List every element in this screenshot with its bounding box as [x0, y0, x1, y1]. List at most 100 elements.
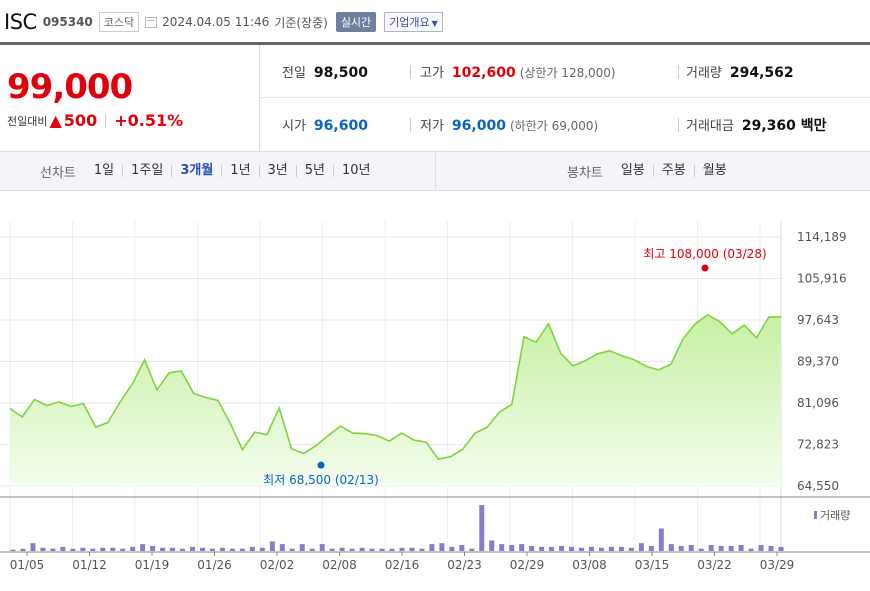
x-tick-label: 02/16 — [385, 558, 420, 572]
volume-bar — [329, 548, 335, 551]
volume-bar — [658, 528, 664, 551]
volume-bar — [100, 547, 106, 551]
tab-daily-candle[interactable]: 일봉 — [620, 163, 645, 178]
market-badge: 코스닥 — [98, 12, 140, 32]
volume-legend-label: 거래량 — [820, 509, 850, 522]
volume-bar — [429, 544, 435, 551]
y-tick-label: 97,643 — [797, 313, 839, 327]
realtime-button[interactable]: 실시간 — [335, 12, 377, 32]
volume-bar — [539, 546, 545, 551]
volume-bar — [289, 548, 295, 551]
tab-5y[interactable]: 5년 — [295, 164, 333, 177]
day-high: 고가 102,600 (상한가 128,000) — [420, 62, 616, 81]
stats-row-2: 시가 96,600 저가 96,000 (하한가 69,000) 거래대금 29,360… — [260, 98, 870, 151]
quote-basis: 기준(장중) — [274, 15, 328, 30]
volume-bar — [489, 540, 495, 551]
x-tick-label: 03/29 — [760, 558, 795, 572]
candle-chart-tabs: 봉차트 일봉 주봉 월봉 — [567, 152, 735, 190]
stats-row-1: 전일 98,500 고가 102,600 (상한가 128,000) 거래량 294,5… — [260, 45, 870, 98]
tab-10y[interactable]: 10년 — [333, 164, 379, 177]
company-overview-dropdown[interactable]: 기업개요 ▼ — [384, 12, 443, 32]
x-tick-label: 03/22 — [697, 558, 732, 572]
y-tick-label: 114,189 — [797, 230, 847, 244]
volume-bar — [249, 546, 255, 551]
volume-bar — [479, 505, 485, 551]
candle-chart-label: 봉차트 — [567, 165, 603, 181]
day-low: 저가 96,000 (하한가 69,000) — [420, 115, 598, 134]
tab-3m[interactable]: 3개월 — [171, 164, 221, 177]
volume-bar — [269, 541, 275, 551]
trade-volume: 거래량 294,562 — [686, 62, 794, 81]
volume-bar — [409, 547, 415, 551]
volume-bar — [748, 548, 754, 551]
volume-bar — [20, 548, 26, 551]
low-label: 저가 — [420, 119, 444, 134]
trade-value-amount: 29,360 백만 — [741, 117, 827, 134]
volume-bar — [180, 548, 186, 551]
tab-weekly-candle[interactable]: 주봉 — [652, 164, 694, 177]
volume-bar — [40, 547, 46, 551]
tab-1y[interactable]: 1년 — [221, 164, 258, 177]
quote-datetime: 2024.04.05 11:46 — [162, 15, 270, 29]
chart-period-tabs: 선차트 1일 1주일 3개월 1년 3년 5년 10년 봉차트 일봉 주봉 월봉 — [0, 151, 870, 191]
tab-1d[interactable]: 1일 — [93, 163, 115, 178]
volume-bar — [279, 544, 285, 551]
volume-bar — [559, 545, 565, 551]
x-tick-label: 03/15 — [635, 558, 670, 572]
current-price: 99,000 — [7, 67, 133, 107]
current-price-box: 99,000 전일대비 ▲ 500 +0.51% — [0, 45, 260, 151]
volume-bar — [608, 546, 614, 551]
volume-bar — [219, 547, 225, 551]
high-marker — [701, 264, 709, 272]
x-tick-label: 03/08 — [572, 558, 607, 572]
y-tick-label: 72,823 — [797, 438, 839, 452]
open-label: 시가 — [282, 119, 306, 134]
volume-bar — [80, 547, 86, 551]
volume-bar — [738, 545, 744, 551]
volume-bar — [708, 545, 714, 551]
volume-bar — [110, 547, 116, 551]
price-area — [10, 314, 781, 486]
volume-bar — [598, 547, 604, 551]
volume-bar — [209, 548, 215, 551]
prev-close-label: 전일 — [282, 65, 306, 81]
stats-divider — [678, 65, 679, 79]
up-triangle-icon: ▲ — [49, 111, 62, 130]
volume-bar — [339, 547, 345, 551]
volume-bar — [259, 547, 265, 551]
volume-legend-swatch — [814, 511, 817, 519]
volume-bar — [499, 544, 505, 551]
volume-bar — [628, 547, 634, 551]
prev-close-value: 98,500 — [313, 64, 368, 81]
x-tick-label: 02/29 — [510, 558, 545, 572]
volume-bar — [728, 545, 734, 551]
volume-bar — [60, 546, 66, 551]
trade-value-label: 거래대금 — [686, 118, 734, 134]
volume-bar — [618, 546, 624, 551]
price-line — [9, 313, 782, 461]
volume-bar — [160, 547, 166, 551]
stock-name: ISC — [4, 10, 37, 34]
volume-bar — [758, 545, 764, 551]
stats-divider — [410, 65, 411, 79]
quote-stats: 전일 98,500 고가 102,600 (상한가 128,000) 거래량 294,5… — [260, 45, 870, 151]
volume-bar — [349, 548, 355, 551]
volume-bar — [588, 546, 594, 551]
stats-divider — [678, 118, 679, 132]
volume-bar — [399, 547, 405, 551]
volume-value: 294,562 — [729, 64, 794, 81]
x-tick-label: 01/05 — [10, 558, 45, 572]
tab-3y[interactable]: 3년 — [258, 164, 296, 177]
tab-monthly-candle[interactable]: 월봉 — [693, 164, 735, 177]
volume-bar — [419, 548, 425, 551]
volume-bar — [389, 548, 395, 551]
volume-bar — [30, 543, 36, 551]
volume-bar — [519, 544, 525, 551]
change-label: 전일대비 — [7, 114, 48, 128]
tab-1w[interactable]: 1주일 — [122, 164, 171, 177]
low-value: 96,000 — [451, 118, 506, 134]
y-tick-label: 89,370 — [797, 355, 839, 369]
change-value: 500 — [63, 111, 98, 130]
volume-bar — [678, 545, 684, 551]
x-tick-label: 02/02 — [260, 558, 295, 572]
